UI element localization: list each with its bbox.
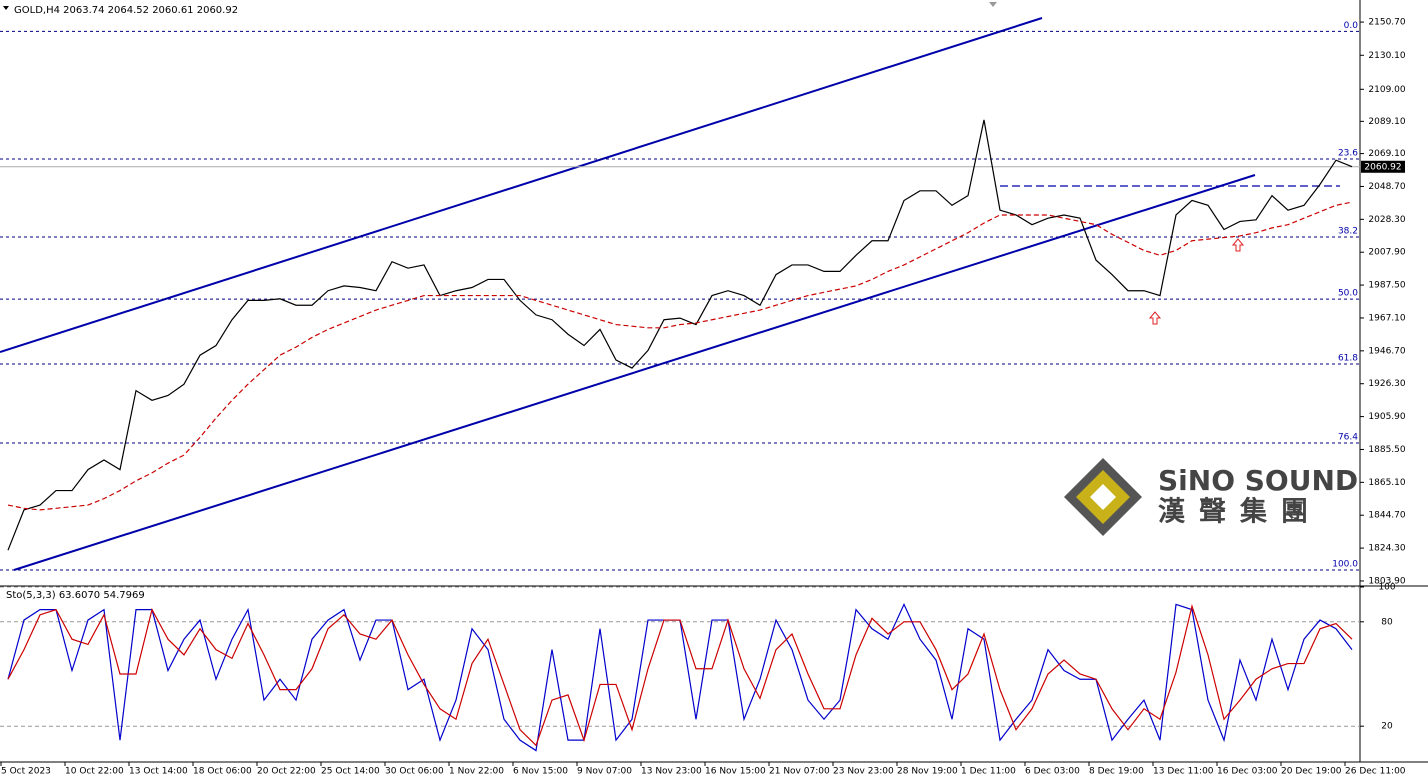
x-tick-label: 16 Nov 15:00 bbox=[705, 767, 766, 777]
y-tick-label: 2109.00 bbox=[1368, 85, 1405, 95]
y-tick-label: 1824.30 bbox=[1368, 544, 1405, 554]
x-tick-label: 16 Dec 03:00 bbox=[1217, 767, 1278, 777]
y-tick-label: 80 bbox=[1381, 617, 1393, 627]
x-tick-label: 9 Nov 07:00 bbox=[577, 767, 632, 777]
x-tick-label: 6 Dec 03:00 bbox=[1025, 767, 1080, 777]
channel-upper bbox=[0, 17, 1043, 353]
x-tick-label: 13 Oct 14:00 bbox=[129, 767, 188, 777]
up-arrow bbox=[1148, 311, 1162, 325]
x-tick-label: 6 Nov 15:00 bbox=[513, 767, 568, 777]
y-tick-label: 2069.10 bbox=[1368, 149, 1405, 159]
y-tick-label: 2028.30 bbox=[1368, 215, 1405, 225]
menu-arrow bbox=[3, 6, 9, 10]
y-tick-label: 1926.30 bbox=[1368, 379, 1405, 389]
series-line bbox=[7, 119, 1353, 551]
x-tick-label: 10 Oct 22:00 bbox=[65, 767, 124, 777]
y-tick-label: 1844.70 bbox=[1368, 511, 1405, 521]
y-tick-label: 1967.10 bbox=[1368, 313, 1405, 323]
logo-core bbox=[1090, 484, 1116, 510]
fib-label: 76.4 bbox=[1338, 433, 1358, 443]
last-price-box bbox=[1361, 160, 1405, 173]
y-tick-label: 20 bbox=[1381, 722, 1393, 732]
fib-label: 0.0 bbox=[1344, 21, 1359, 31]
y-tick-label: 2048.70 bbox=[1368, 182, 1405, 192]
last-price-label: 2060.92 bbox=[1364, 162, 1401, 172]
y-tick-label: 100 bbox=[1378, 583, 1395, 593]
x-tick-label: 8 Dec 19:00 bbox=[1089, 767, 1144, 777]
y-tick-label: 1946.70 bbox=[1368, 346, 1405, 356]
y-tick-label: 2130.10 bbox=[1368, 51, 1405, 61]
x-tick-label: 1 Dec 11:00 bbox=[961, 767, 1016, 777]
x-tick-label: 5 Oct 2023 bbox=[1, 767, 51, 777]
series-line bbox=[7, 603, 1353, 747]
x-tick-label: 18 Oct 06:00 bbox=[193, 767, 252, 777]
indicator-title: Sto(5,3,3) 63.6070 54.7969 bbox=[6, 590, 145, 601]
y-tick-label: 2150.70 bbox=[1368, 18, 1405, 28]
x-tick-label: 1 Nov 22:00 bbox=[449, 767, 504, 777]
channel-lower bbox=[13, 174, 1256, 571]
up-arrow bbox=[1231, 238, 1245, 252]
period-marker bbox=[989, 2, 997, 7]
fib-label: 50.0 bbox=[1338, 289, 1358, 299]
y-tick-label: 1803.90 bbox=[1368, 576, 1405, 586]
fib-label: 100.0 bbox=[1332, 560, 1358, 570]
logo-text-cn: 漢聲集團 bbox=[1158, 496, 1322, 528]
chart-title: GOLD,H4 2063.74 2064.52 2060.61 2060.92 bbox=[14, 5, 238, 16]
x-tick-label: 20 Dec 19:00 bbox=[1281, 767, 1342, 777]
y-tick-label: 1905.90 bbox=[1368, 412, 1405, 422]
fib-label: 61.8 bbox=[1338, 354, 1358, 364]
x-tick-label: 30 Oct 06:00 bbox=[385, 767, 444, 777]
logo-text: SiNO SOUND bbox=[1158, 464, 1358, 497]
x-tick-label: 26 Dec 11:00 bbox=[1345, 767, 1406, 777]
x-tick-label: 13 Dec 11:00 bbox=[1153, 767, 1214, 777]
series-line bbox=[7, 201, 1353, 511]
x-tick-label: 25 Oct 14:00 bbox=[321, 767, 380, 777]
x-tick-label: 13 Nov 23:00 bbox=[641, 767, 702, 777]
y-tick-label: 2089.10 bbox=[1368, 117, 1405, 127]
y-tick-label: 1987.50 bbox=[1368, 281, 1405, 291]
x-tick-label: 20 Oct 22:00 bbox=[257, 767, 316, 777]
fib-label: 38.2 bbox=[1338, 227, 1358, 237]
x-tick-label: 28 Nov 19:00 bbox=[897, 767, 958, 777]
y-tick-label: 1885.50 bbox=[1368, 445, 1405, 455]
y-tick-label: 2007.90 bbox=[1368, 248, 1405, 258]
fib-label: 23.6 bbox=[1338, 149, 1358, 159]
x-tick-label: 21 Nov 07:00 bbox=[769, 767, 830, 777]
logo: SiNO SOUND 漢聲集團 bbox=[1064, 458, 1358, 536]
x-tick-label: 23 Nov 23:00 bbox=[833, 767, 894, 777]
y-tick-label: 1865.10 bbox=[1368, 478, 1405, 488]
